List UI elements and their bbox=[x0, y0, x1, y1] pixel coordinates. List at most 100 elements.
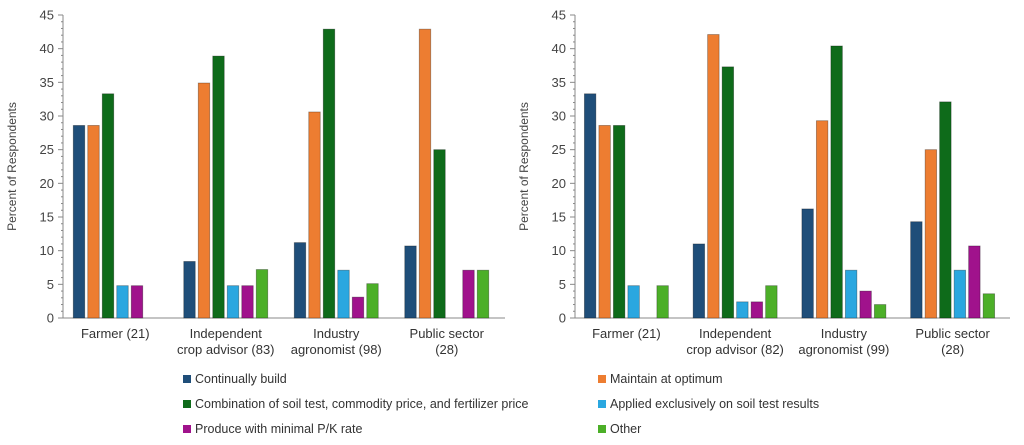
y-tick-label: 35 bbox=[40, 75, 54, 90]
legend-label: Applied exclusively on soil test results bbox=[610, 397, 820, 411]
legend-item-combination: Combination of soil test, commodity pric… bbox=[183, 397, 528, 411]
y-tick-label: 0 bbox=[559, 311, 566, 326]
bar-other bbox=[656, 285, 669, 319]
bar-applied-exclusively-on-soil-test-results bbox=[844, 269, 858, 319]
x-tick-label: Industry bbox=[313, 326, 360, 341]
y-tick-label: 25 bbox=[552, 142, 566, 157]
x-tick-label: agronomist (98) bbox=[291, 342, 382, 357]
bar-continually-build bbox=[404, 245, 417, 319]
bar-applied-exclusively-on-soil-test-results bbox=[953, 269, 967, 319]
x-tick-label: crop advisor (83) bbox=[177, 342, 275, 357]
bar-combination-of-soil-test-commodity-price-and-fertilizer-price bbox=[101, 93, 115, 319]
legend-label: Produce with minimal P/K rate bbox=[195, 422, 363, 436]
legend-item-other: Other bbox=[598, 422, 641, 436]
bar-maintain-at-optimum bbox=[87, 125, 100, 319]
bar-produce-with-minimal-p-k-rate bbox=[351, 296, 365, 319]
bar-combination-of-soil-test-commodity-price-and-fertilizer-price bbox=[721, 66, 735, 319]
bar-applied-exclusively-on-soil-test-results bbox=[116, 285, 129, 319]
y-tick-label: 30 bbox=[40, 109, 54, 124]
bar-combination-of-soil-test-commodity-price-and-fertilizer-price bbox=[322, 28, 336, 319]
bar-continually-build bbox=[183, 261, 196, 319]
y-axis-title: Percent of Respondents bbox=[517, 102, 531, 231]
bar-produce-with-minimal-p-k-rate bbox=[750, 301, 764, 319]
chart-panel-1: 0 5 10 15 20 25 30 35 40 45 Percent of Respondents… bbox=[5, 8, 505, 357]
y-tick-label: 45 bbox=[40, 8, 54, 23]
bar-applied-exclusively-on-soil-test-results bbox=[337, 269, 350, 319]
bar-other bbox=[873, 304, 887, 319]
bar-other bbox=[982, 293, 996, 319]
bar-continually-build bbox=[910, 221, 923, 319]
charts-figure: 0 5 10 15 20 25 30 35 40 45 Percent of Respondents… bbox=[5, 8, 1010, 357]
legend-swatch bbox=[598, 400, 606, 408]
x-tick-label: Public sector bbox=[410, 326, 485, 341]
bar-continually-build bbox=[72, 125, 86, 319]
legend-item-continually-build: Continually build bbox=[183, 372, 287, 386]
bar-produce-with-minimal-p-k-rate bbox=[968, 245, 981, 319]
bar-applied-exclusively-on-soil-test-results bbox=[627, 285, 640, 319]
y-tick-label: 35 bbox=[552, 75, 566, 90]
bar-other bbox=[765, 285, 778, 319]
y-tick-label: 40 bbox=[40, 41, 54, 56]
y-tick-label: 25 bbox=[40, 142, 54, 157]
x-tick-label: (28) bbox=[435, 342, 458, 357]
legend-item-minimal-pk: Produce with minimal P/K rate bbox=[183, 422, 362, 436]
y-axis-title: Percent of Respondents bbox=[5, 102, 19, 231]
y-tick-label: 5 bbox=[559, 277, 566, 292]
legend-swatch bbox=[598, 425, 606, 433]
y-tick-label: 10 bbox=[552, 243, 566, 258]
legend-swatch bbox=[598, 375, 606, 383]
bar-maintain-at-optimum bbox=[598, 125, 611, 319]
bar-combination-of-soil-test-commodity-price-and-fertilizer-price bbox=[212, 55, 225, 319]
y-tick-label: 10 bbox=[40, 243, 54, 258]
legend-item-applied-exclusively: Applied exclusively on soil test results bbox=[598, 397, 819, 411]
legend-swatch bbox=[183, 400, 191, 408]
bar-continually-build bbox=[293, 242, 307, 319]
bar-combination-of-soil-test-commodity-price-and-fertilizer-price bbox=[612, 125, 626, 319]
bar-maintain-at-optimum bbox=[924, 149, 938, 319]
legend-swatch bbox=[183, 425, 191, 433]
legend-label: Other bbox=[610, 422, 642, 436]
bar-continually-build bbox=[692, 243, 706, 319]
y-tick-label: 5 bbox=[47, 277, 54, 292]
bar-combination-of-soil-test-commodity-price-and-fertilizer-price bbox=[830, 45, 843, 319]
x-tick-label: Industry bbox=[821, 326, 868, 341]
bar-maintain-at-optimum bbox=[308, 111, 321, 319]
bar-maintain-at-optimum bbox=[815, 120, 829, 319]
bar-other bbox=[476, 269, 490, 319]
legend-label: Maintain at optimum bbox=[610, 372, 723, 386]
bar-produce-with-minimal-p-k-rate bbox=[130, 285, 144, 319]
legend-swatch bbox=[183, 375, 191, 383]
y-tick-label: 15 bbox=[552, 210, 566, 225]
bar-maintain-at-optimum bbox=[707, 34, 720, 319]
x-tick-label: Independent bbox=[699, 326, 772, 341]
bar-other bbox=[255, 269, 269, 319]
bar-maintain-at-optimum bbox=[418, 28, 432, 319]
y-tick-label: 20 bbox=[40, 176, 54, 191]
bar-combination-of-soil-test-commodity-price-and-fertilizer-price bbox=[939, 101, 952, 319]
legend-item-maintain-at-optimum: Maintain at optimum bbox=[598, 372, 723, 386]
bar-continually-build bbox=[583, 93, 597, 319]
x-tick-label: Farmer (21) bbox=[81, 326, 150, 341]
bar-continually-build bbox=[801, 208, 814, 319]
bar-produce-with-minimal-p-k-rate bbox=[462, 269, 475, 319]
x-tick-label: agronomist (99) bbox=[798, 342, 889, 357]
y-tick-label: 45 bbox=[552, 8, 566, 23]
legend-label: Continually build bbox=[195, 372, 287, 386]
y-tick-label: 0 bbox=[47, 311, 54, 326]
x-tick-label: Farmer (21) bbox=[592, 326, 661, 341]
bar-maintain-at-optimum bbox=[197, 82, 211, 319]
x-tick-label: crop advisor (82) bbox=[686, 342, 784, 357]
bar-produce-with-minimal-p-k-rate bbox=[241, 285, 254, 319]
legend-label: Combination of soil test, commodity pric… bbox=[195, 397, 529, 411]
x-tick-label: Independent bbox=[190, 326, 263, 341]
legend: Continually build Maintain at optimum Co… bbox=[183, 368, 883, 443]
x-tick-label: Public sector bbox=[915, 326, 990, 341]
x-tick-label: (28) bbox=[941, 342, 964, 357]
y-tick-label: 40 bbox=[552, 41, 566, 56]
y-tick-label: 15 bbox=[40, 210, 54, 225]
bar-applied-exclusively-on-soil-test-results bbox=[226, 285, 240, 319]
y-tick-label: 20 bbox=[552, 176, 566, 191]
chart-panel-2: 0 5 10 15 20 25 30 35 40 45 Percent of Respondents… bbox=[517, 8, 1010, 357]
bar-applied-exclusively-on-soil-test-results bbox=[736, 301, 749, 319]
bar-combination-of-soil-test-commodity-price-and-fertilizer-price bbox=[433, 149, 446, 319]
